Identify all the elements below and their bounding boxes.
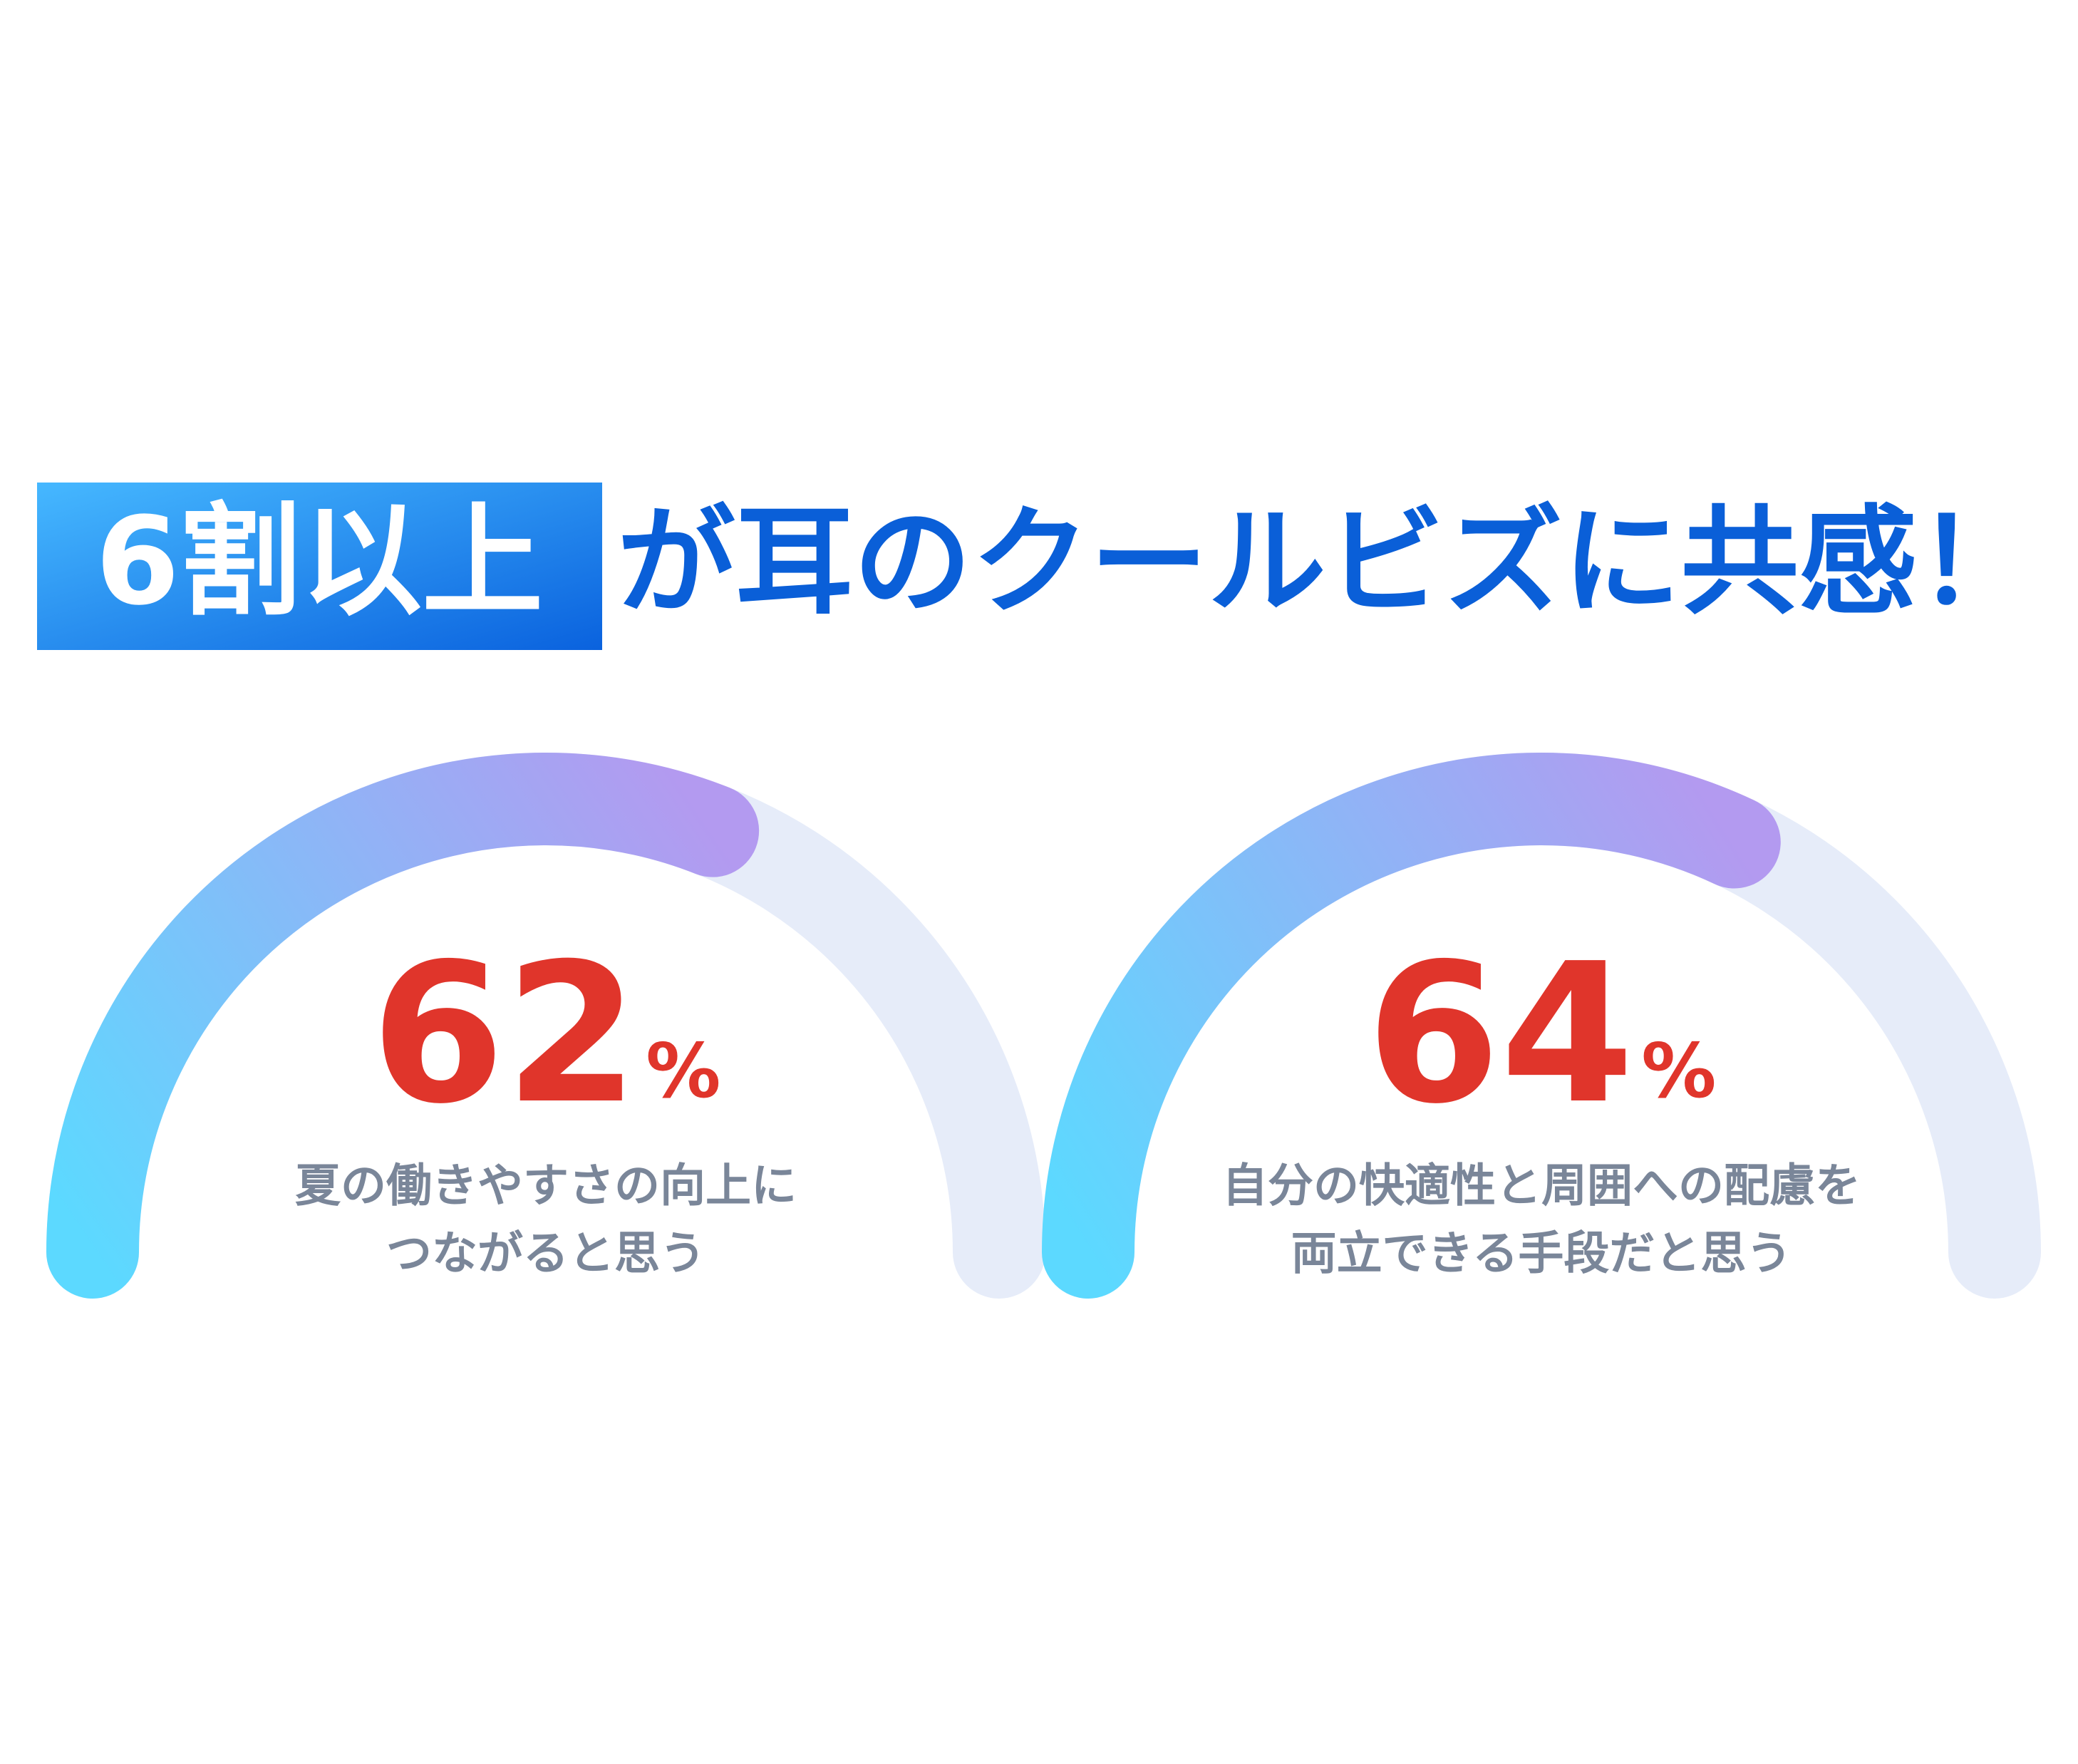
headline-box: [37, 483, 602, 650]
gauge-label: 夏の働きやすさの向上に: [295, 1160, 797, 1213]
gauge-progress: [46, 753, 760, 1299]
value-unit: %: [1641, 1028, 1716, 1115]
value-unit: %: [646, 1028, 720, 1115]
gauge-value: 64%: [1367, 922, 1717, 1146]
value-number: 62: [371, 922, 639, 1146]
gauge-label: 自分の快適性と周囲への配慮を: [1222, 1160, 1861, 1213]
gauge-value: 62%: [371, 922, 721, 1146]
gauge-progress: [1042, 753, 1781, 1299]
headline-highlight: 6割以上: [95, 491, 543, 632]
headline-rest: が耳のクールビズに共感！: [617, 493, 2035, 630]
gauge-label: 両立できる手段だと思う: [1291, 1228, 1792, 1281]
gauge-label: つながると思う: [386, 1228, 705, 1281]
value-number: 64: [1367, 922, 1635, 1146]
